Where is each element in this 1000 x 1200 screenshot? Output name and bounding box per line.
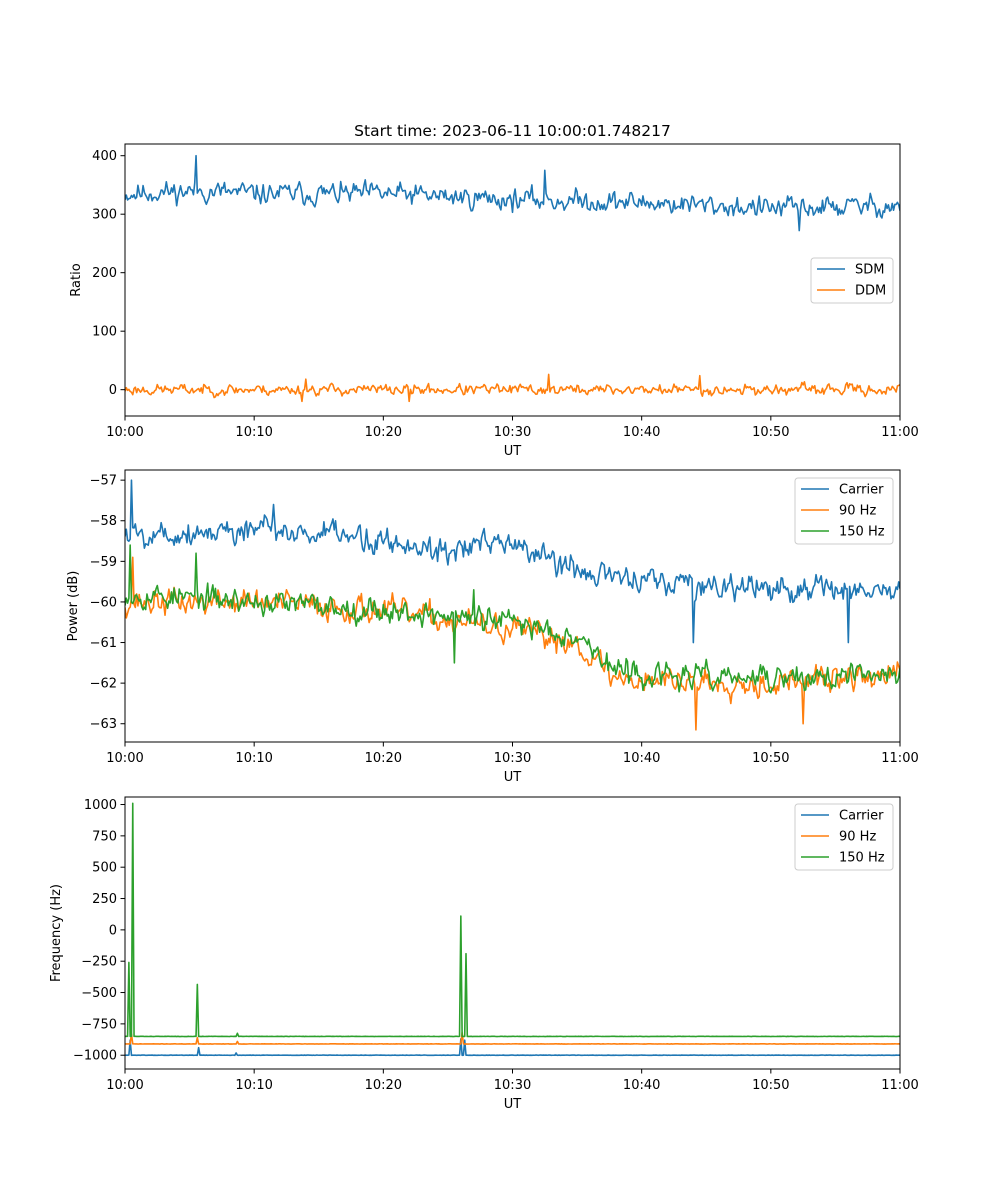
y-tick-label: −63 [90, 717, 117, 732]
legend: Carrier 90 Hz 150 Hz [794, 477, 894, 545]
x-tick-label: 10:50 [752, 1078, 789, 1093]
x-tick-label: 10:20 [365, 425, 402, 440]
chart-title: Start time: 2023-06-11 10:00:01.748217 [354, 122, 671, 140]
x-tick-label: 11:00 [881, 1078, 918, 1093]
y-tick-label: 250 [92, 892, 117, 907]
y-axis-label: Power (dB) [66, 571, 81, 642]
y-tick-label: −750 [81, 1017, 117, 1032]
series-line-ddm [125, 373, 900, 403]
legend-label: 150 Hz [839, 525, 885, 540]
y-tick-label: −60 [90, 595, 117, 610]
axes-frame [124, 469, 901, 743]
series-line-carrier [125, 1038, 900, 1057]
legend-label: Carrier [839, 809, 884, 824]
x-tick-label: 11:00 [881, 751, 918, 766]
y-axis-label: Frequency (Hz) [49, 884, 64, 982]
x-tick-label: 10:30 [494, 1078, 531, 1093]
ratio-panel: 10:00 10:10 10:20 10:30 10:40 10:50 11:00 400 30… [69, 143, 919, 459]
x-tick-label: 10:30 [494, 425, 531, 440]
x-tick-label: 10:40 [623, 1078, 660, 1093]
y-tick-label: −58 [90, 514, 117, 529]
legend-label: DDM [855, 284, 886, 299]
y-tick-label: 500 [92, 861, 117, 876]
x-tick-label: 10:10 [235, 1078, 272, 1093]
y-tick-label: 300 [92, 208, 117, 223]
x-tick-label: 10:40 [623, 425, 660, 440]
x-axis-label: UT [504, 1097, 522, 1112]
y-tick-label: −59 [90, 555, 117, 570]
y-tick-label: 750 [92, 829, 117, 844]
series-line-150-hz [125, 544, 900, 694]
legend-box [794, 477, 894, 545]
power-panel: 10:00 10:10 10:20 10:30 10:40 10:50 11:00 −57 −5… [66, 469, 919, 785]
y-tick-label: 1000 [84, 798, 117, 813]
x-tick-label: 11:00 [881, 425, 918, 440]
y-axis-label: Ratio [69, 263, 84, 296]
y-tick-label: 200 [92, 266, 117, 281]
x-tick-label: 10:50 [752, 425, 789, 440]
legend-label: 90 Hz [839, 504, 876, 519]
x-axis-label: UT [504, 444, 522, 459]
x-tick-label: 10:00 [106, 1078, 143, 1093]
x-tick-label: 10:20 [365, 751, 402, 766]
y-tick-label: −250 [81, 955, 117, 970]
legend-label: 90 Hz [839, 830, 876, 845]
y-tick-label: −500 [81, 986, 117, 1001]
series-line-carrier [125, 479, 900, 644]
x-tick-label: 10:30 [494, 751, 531, 766]
x-tick-label: 10:10 [235, 751, 272, 766]
y-tick-label: −62 [90, 677, 117, 692]
legend: Carrier 90 Hz 150 Hz [794, 803, 894, 871]
y-tick-label: 0 [109, 923, 117, 938]
x-tick-label: 10:00 [106, 425, 143, 440]
series-line-sdm [125, 154, 900, 232]
y-tick-label: −61 [90, 636, 117, 651]
y-tick-label: 100 [92, 325, 117, 340]
x-tick-label: 10:20 [365, 1078, 402, 1093]
x-tick-label: 10:00 [106, 751, 143, 766]
frequency-panel: 10:00 10:10 10:20 10:30 10:40 10:50 11:00 1000 7… [49, 796, 919, 1112]
legend-label: 150 Hz [839, 851, 885, 866]
x-tick-label: 10:10 [235, 425, 272, 440]
x-tick-label: 10:50 [752, 751, 789, 766]
legend-label: Carrier [839, 483, 884, 498]
series-line-150-hz [125, 802, 900, 1038]
x-axis-label: UT [504, 770, 522, 785]
legend-box [794, 803, 894, 871]
series-line-90-hz [125, 1031, 900, 1045]
axes-frame [124, 796, 901, 1070]
y-tick-label: −1000 [73, 1049, 117, 1064]
y-tick-label: 400 [92, 149, 117, 164]
y-tick-label: 0 [109, 383, 117, 398]
legend-label: SDM [855, 263, 884, 278]
legend: SDM DDM [810, 257, 894, 304]
x-tick-label: 10:40 [623, 751, 660, 766]
y-tick-label: −57 [90, 474, 117, 489]
